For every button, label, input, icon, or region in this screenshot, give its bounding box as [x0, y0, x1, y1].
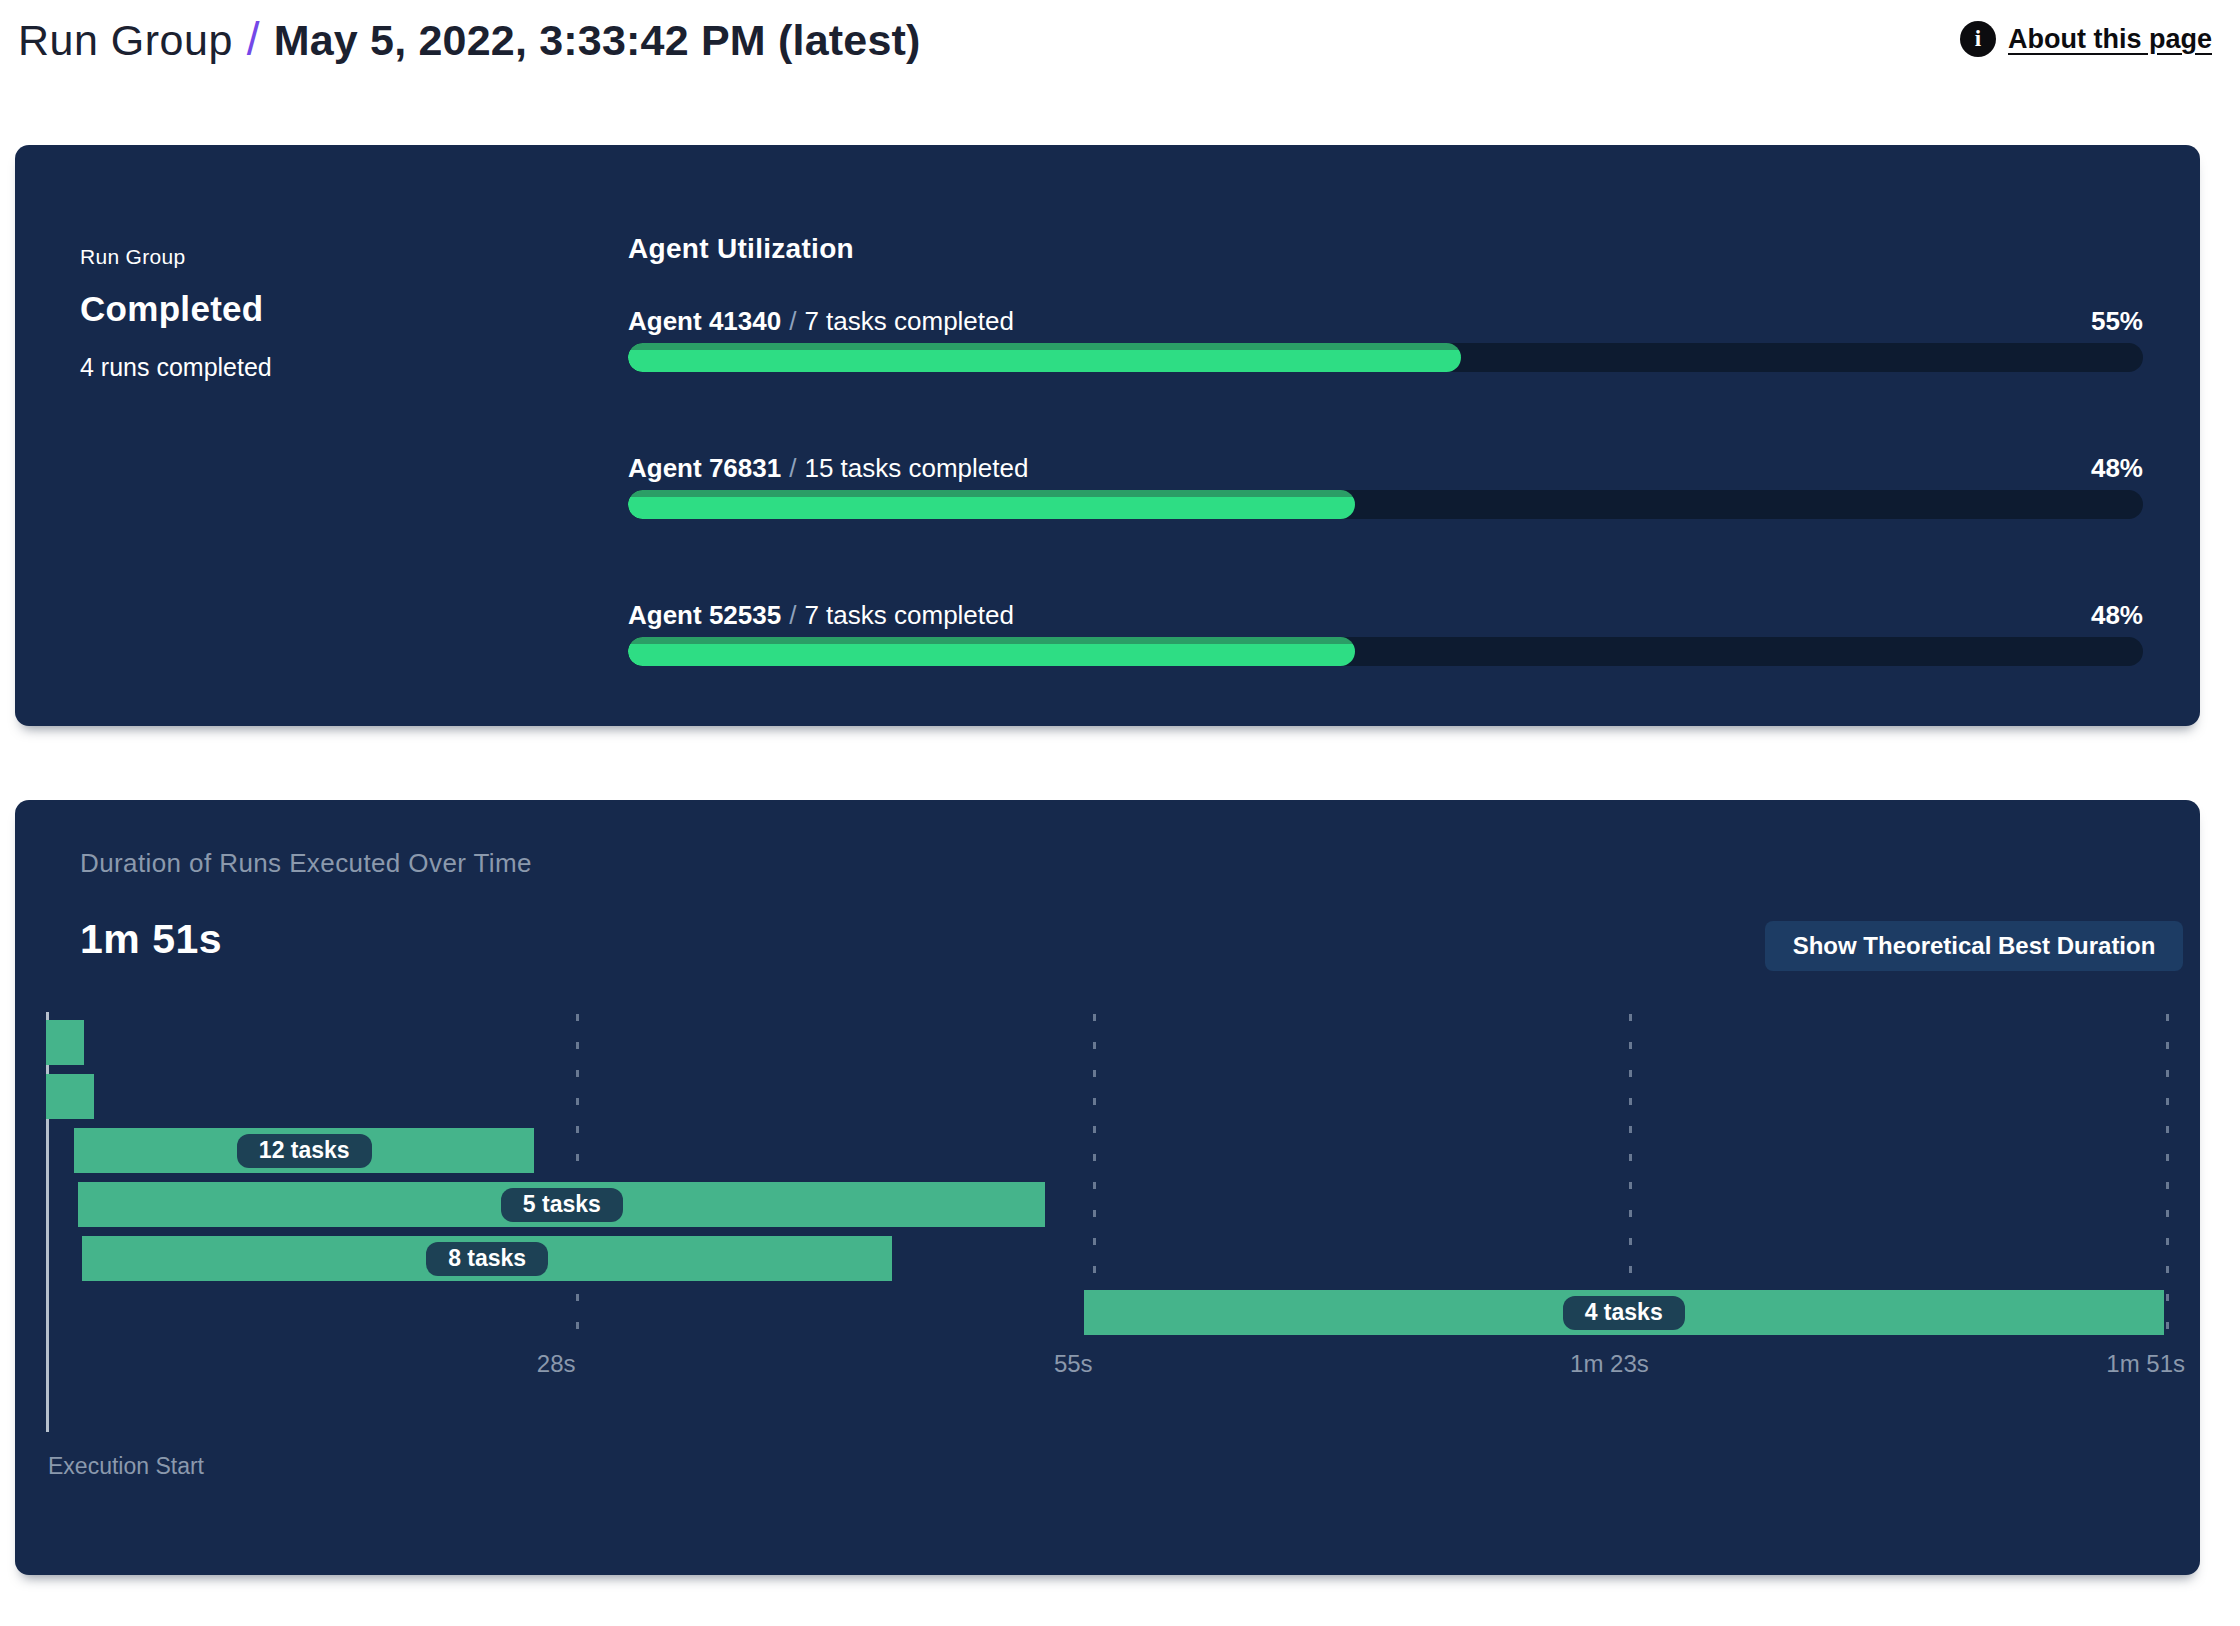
agent-utilization-section: Agent Utilization Agent 41340 / 7 tasks co…	[628, 233, 2143, 726]
agent-utilization-percent: 48%	[2091, 599, 2143, 631]
gantt-run-bar[interactable]: 12 tasks	[74, 1128, 534, 1173]
about-link-label: About this page	[2008, 24, 2212, 55]
agent-utilization-percent: 55%	[2091, 305, 2143, 337]
x-axis-label: Execution Start	[48, 1453, 204, 1480]
utilization-bar-track	[628, 490, 2143, 519]
agent-utilization-percent: 48%	[2091, 452, 2143, 484]
agent-label-separator: /	[789, 453, 796, 483]
x-tick-label: 55s	[1054, 1350, 1093, 1378]
about-this-page-link[interactable]: i About this page	[1960, 21, 2212, 57]
info-icon: i	[1960, 21, 1996, 57]
agent-name: Agent 52535	[628, 600, 781, 630]
gantt-run-bar[interactable]	[46, 1020, 84, 1065]
agent-name: Agent 41340	[628, 306, 781, 336]
x-tick-label: 28s	[537, 1350, 576, 1378]
x-tick-label: 1m 51s	[2106, 1350, 2185, 1378]
task-count-pill: 8 tasks	[426, 1242, 548, 1276]
utilization-bar-track	[628, 637, 2143, 666]
page-header: Run Group / May 5, 2022, 3:33:42 PM (lat…	[0, 0, 2240, 70]
duration-panel: Duration of Runs Executed Over Time 1m 5…	[15, 800, 2200, 1575]
gantt-chart: 12 tasks 5 tasks 8 tasks 4 tasks 28s 55s 1m 2…	[15, 800, 2200, 1575]
breadcrumb-current-run: May 5, 2022, 3:33:42 PM (latest)	[274, 16, 921, 65]
gantt-gridline	[2166, 1014, 2169, 1350]
breadcrumb-separator: /	[247, 12, 260, 66]
utilization-bar-fill	[628, 490, 1355, 519]
agent-label-separator: /	[789, 600, 796, 630]
task-count-pill: 5 tasks	[501, 1188, 623, 1222]
agent-name: Agent 76831	[628, 453, 781, 483]
gantt-run-bar[interactable]: 5 tasks	[78, 1182, 1045, 1227]
agent-tasks-completed: 7 tasks completed	[804, 600, 1014, 630]
agent-utilization-title: Agent Utilization	[628, 233, 2143, 265]
agent-tasks-completed: 15 tasks completed	[804, 453, 1028, 483]
gantt-run-bar[interactable]	[46, 1074, 94, 1119]
run-group-summary: Run Group Completed 4 runs completed	[80, 233, 628, 726]
page-title: Run Group / May 5, 2022, 3:33:42 PM (lat…	[18, 12, 921, 66]
x-tick-label: 1m 23s	[1570, 1350, 1649, 1378]
agent-utilization-row: Agent 76831 / 15 tasks completed 48%	[628, 452, 2143, 519]
utilization-bar-fill	[628, 343, 1461, 372]
run-group-status: Completed	[80, 289, 628, 329]
breadcrumb-root: Run Group	[18, 16, 233, 65]
agent-rows: Agent 41340 / 7 tasks completed 55% Agent …	[628, 305, 2143, 666]
agent-tasks-completed: 7 tasks completed	[804, 306, 1014, 336]
agent-label-separator: /	[789, 306, 796, 336]
utilization-bar-track	[628, 343, 2143, 372]
gantt-run-bar[interactable]: 8 tasks	[82, 1236, 892, 1281]
runs-completed-count: 4 runs completed	[80, 353, 628, 382]
run-group-label: Run Group	[80, 245, 628, 269]
agent-utilization-row: Agent 41340 / 7 tasks completed 55%	[628, 305, 2143, 372]
utilization-bar-fill	[628, 637, 1355, 666]
task-count-pill: 12 tasks	[237, 1134, 372, 1168]
task-count-pill: 4 tasks	[1563, 1296, 1685, 1330]
run-group-panel: Run Group Completed 4 runs completed Age…	[15, 145, 2200, 726]
agent-utilization-row: Agent 52535 / 7 tasks completed 48%	[628, 599, 2143, 666]
gantt-run-bar[interactable]: 4 tasks	[1084, 1290, 2164, 1335]
